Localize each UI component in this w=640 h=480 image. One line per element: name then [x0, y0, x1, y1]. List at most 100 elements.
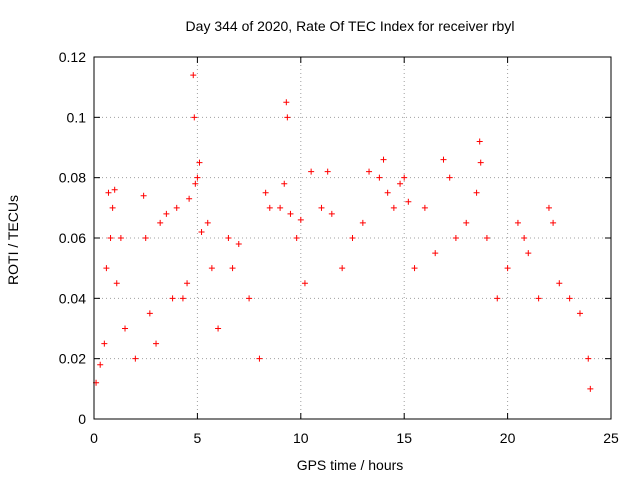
y-axis-label: ROTI / TECUs	[5, 195, 21, 285]
data-point	[494, 295, 501, 302]
data-point	[105, 189, 112, 196]
data-point	[318, 204, 325, 211]
data-point	[277, 204, 284, 211]
y-tick-label: 0	[78, 411, 86, 427]
y-tick-label: 0.1	[67, 109, 87, 125]
data-point	[328, 210, 335, 217]
data-point	[256, 355, 263, 362]
data-point	[111, 186, 118, 193]
data-point	[109, 204, 116, 211]
y-tick-label: 0.02	[59, 351, 86, 367]
data-point	[186, 195, 193, 202]
data-points	[93, 72, 594, 392]
data-point	[463, 219, 470, 226]
data-point	[297, 216, 304, 223]
data-point	[190, 72, 197, 79]
y-tick-label: 0.04	[59, 290, 86, 306]
data-point	[380, 156, 387, 163]
data-point	[284, 114, 291, 121]
data-point	[401, 174, 408, 181]
data-point	[585, 355, 592, 362]
data-point	[157, 219, 164, 226]
data-point	[556, 280, 563, 287]
data-point	[101, 340, 108, 347]
data-point	[179, 295, 186, 302]
data-point	[191, 114, 198, 121]
data-point	[440, 156, 447, 163]
y-tick-label: 0.06	[59, 230, 86, 246]
data-point	[525, 250, 532, 257]
data-point	[146, 310, 153, 317]
data-point	[421, 204, 428, 211]
data-point	[196, 159, 203, 166]
data-point	[283, 99, 290, 106]
data-point	[103, 265, 110, 272]
data-point	[550, 219, 557, 226]
data-point	[483, 235, 490, 241]
data-point	[324, 168, 331, 175]
data-point	[339, 265, 346, 272]
data-point	[208, 265, 215, 272]
data-point	[163, 210, 170, 217]
data-point	[293, 235, 300, 241]
data-point	[235, 241, 242, 248]
data-point	[184, 280, 191, 287]
data-point	[366, 168, 373, 175]
data-point	[169, 295, 176, 302]
data-point	[405, 198, 412, 205]
data-point	[476, 138, 483, 145]
x-tick-label: 5	[194, 430, 202, 446]
x-tick-label: 0	[90, 430, 98, 446]
data-point	[117, 235, 124, 241]
data-point	[411, 265, 418, 272]
data-point	[301, 280, 308, 287]
data-point	[477, 159, 484, 166]
data-point	[140, 192, 147, 199]
data-point	[308, 168, 315, 175]
data-point	[198, 228, 205, 235]
data-point	[153, 340, 160, 347]
data-point	[359, 219, 366, 226]
x-tick-label: 20	[500, 430, 516, 446]
data-point	[349, 235, 356, 241]
data-point	[142, 235, 149, 241]
data-point	[545, 204, 552, 211]
y-tick-label: 0.08	[59, 170, 86, 186]
data-point	[173, 204, 180, 211]
data-point	[97, 361, 104, 368]
data-point	[376, 174, 383, 181]
data-point	[384, 189, 391, 196]
data-point	[576, 310, 583, 317]
data-point	[266, 204, 273, 211]
data-point	[473, 189, 480, 196]
grid	[94, 57, 611, 419]
axis-ticks: 0 0.02 0.04 0.06 0.08 0.1 0.12 0 5 10 15 20 25	[59, 49, 619, 446]
x-tick-label: 15	[396, 430, 412, 446]
data-point	[215, 325, 222, 332]
data-point	[504, 265, 511, 272]
data-point	[446, 174, 453, 181]
x-axis-label: GPS time / hours	[297, 457, 404, 473]
y-tick-label: 0.12	[59, 49, 86, 65]
data-point	[390, 204, 397, 211]
data-point	[535, 295, 542, 302]
data-point	[194, 174, 201, 181]
data-point	[432, 250, 439, 257]
x-tick-label: 10	[293, 430, 309, 446]
data-point	[566, 295, 573, 302]
data-point	[229, 265, 236, 272]
data-point	[587, 385, 594, 392]
data-point	[246, 295, 253, 302]
chart-title: Day 344 of 2020, Rate Of TEC Index for r…	[186, 18, 515, 34]
data-point	[113, 280, 120, 287]
data-point	[281, 180, 288, 187]
data-point	[132, 355, 139, 362]
data-point	[122, 325, 129, 332]
data-point	[107, 235, 114, 241]
data-point	[397, 180, 404, 187]
data-point	[452, 235, 459, 241]
data-point	[225, 235, 232, 241]
x-tick-label: 25	[603, 430, 619, 446]
data-point	[204, 219, 211, 226]
